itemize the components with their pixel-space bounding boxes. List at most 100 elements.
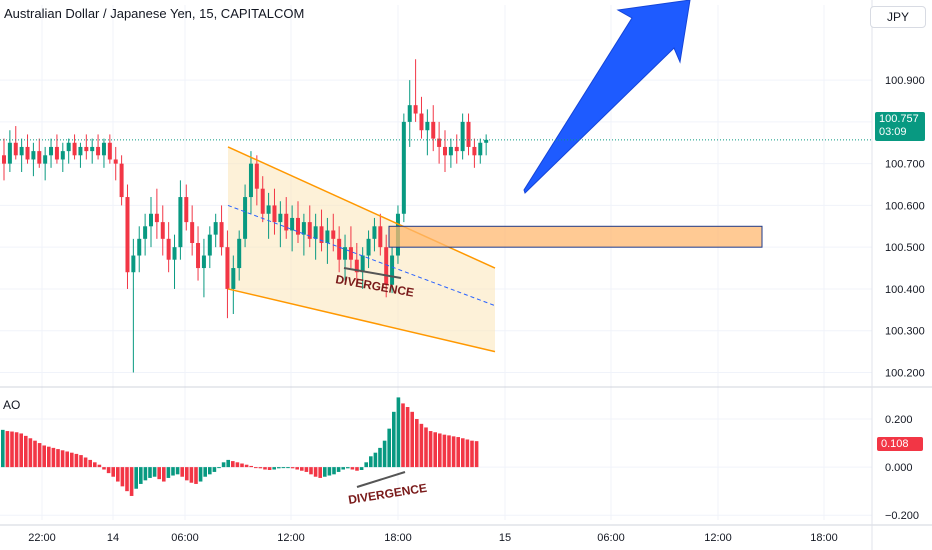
- candle-body: [248, 163, 253, 198]
- candle-body: [49, 146, 54, 156]
- divergence-line-ao: [356, 471, 406, 488]
- ao-bar: [350, 467, 355, 470]
- candle-body: [360, 255, 365, 273]
- candle-body: [243, 197, 248, 239]
- ao-bar: [267, 467, 272, 470]
- ao-bar: [152, 467, 157, 477]
- ao-bar: [5, 431, 10, 468]
- supply-zone: [388, 225, 763, 248]
- ao-bar: [217, 467, 221, 469]
- ao-bar: [143, 467, 148, 481]
- ao-bar: [359, 467, 364, 470]
- candle-body: [354, 259, 359, 273]
- ao-bar: [263, 467, 267, 470]
- ao-bar: [249, 465, 253, 468]
- candle-body: [213, 222, 218, 235]
- ao-bar: [10, 431, 14, 468]
- price-tick-label: 100.300: [885, 326, 925, 338]
- ao-bar: [185, 467, 189, 481]
- candle-body: [337, 238, 342, 260]
- ao-indicator-label[interactable]: AO: [3, 398, 21, 412]
- ao-bar: [97, 464, 102, 468]
- price-tick-label: 100.500: [885, 242, 925, 254]
- ao-bar: [438, 433, 442, 468]
- ao-bar: [42, 445, 46, 468]
- candle-body: [84, 146, 89, 152]
- candle-body: [107, 142, 112, 160]
- candle-body: [366, 238, 371, 256]
- ao-bar: [70, 452, 74, 468]
- candle-body: [60, 151, 65, 160]
- candle-body: [454, 146, 459, 152]
- ao-bar: [332, 467, 336, 475]
- ao-bar: [447, 435, 451, 468]
- ao-bar: [244, 464, 249, 468]
- ao-bar: [415, 419, 419, 468]
- candle-body: [484, 139, 489, 143]
- ao-bar: [111, 467, 115, 477]
- ao-bar: [37, 443, 42, 468]
- ao-bar: [47, 446, 51, 468]
- candle-body: [419, 113, 424, 131]
- candle-body: [290, 217, 295, 231]
- ao-bar: [74, 453, 79, 468]
- ao-bar: [313, 467, 318, 477]
- ao-bar: [203, 467, 207, 477]
- ao-bar: [166, 467, 171, 478]
- currency-badge[interactable]: JPY: [870, 6, 926, 28]
- divergence-line-price: [343, 267, 402, 279]
- last-price-label: 100.757 03:09: [875, 112, 925, 141]
- ao-bar: [194, 467, 198, 484]
- price-tick-label: 100.400: [885, 284, 925, 296]
- ao-tick-label: −0.200: [885, 510, 919, 522]
- candle-body: [19, 146, 24, 156]
- ao-bar: [189, 467, 194, 483]
- ao-bar: [14, 432, 19, 468]
- ao-bar: [221, 462, 226, 468]
- ao-bar: [461, 438, 465, 468]
- time-tick-label: 15: [499, 532, 511, 544]
- ao-bar: [198, 467, 203, 482]
- candle-body: [78, 146, 83, 156]
- time-tick-label: 18:00: [384, 532, 412, 544]
- ao-bar: [162, 467, 166, 482]
- channel-fill: [228, 146, 495, 352]
- candle-body: [37, 151, 42, 164]
- candle-body: [325, 230, 330, 243]
- candle-body: [319, 226, 324, 243]
- channel-lower-line: [227, 288, 496, 353]
- ao-bar: [424, 427, 428, 468]
- candle-body: [266, 205, 271, 214]
- candle-body: [348, 247, 353, 260]
- candle-body: [390, 255, 395, 285]
- candle-body: [425, 121, 430, 131]
- ao-bar: [433, 432, 437, 468]
- ao-bar: [231, 461, 235, 468]
- ao-bar: [139, 467, 143, 484]
- ao-bar: [106, 467, 111, 474]
- ao-bar: [341, 467, 345, 470]
- last-price-value: 100.757: [879, 113, 919, 125]
- candle-body: [154, 213, 159, 223]
- ao-bar: [235, 462, 240, 468]
- candle-body: [172, 247, 177, 260]
- candle-body: [137, 238, 142, 256]
- ao-bar: [120, 467, 125, 487]
- candle-body: [125, 197, 130, 273]
- ao-bar: [157, 467, 161, 480]
- ao-bar: [346, 467, 350, 469]
- ao-bar: [286, 467, 290, 469]
- candle-body: [190, 222, 195, 243]
- candle-body: [54, 146, 59, 160]
- ao-bar: [396, 397, 401, 468]
- candle-body: [431, 121, 436, 139]
- candle-body: [407, 105, 412, 122]
- candle-body: [331, 230, 336, 239]
- candle-body: [178, 197, 183, 248]
- candle-body: [413, 105, 418, 114]
- ao-bar: [60, 450, 65, 468]
- ao-bar: [28, 438, 33, 468]
- ao-bar: [470, 440, 474, 468]
- candle-body: [307, 222, 312, 239]
